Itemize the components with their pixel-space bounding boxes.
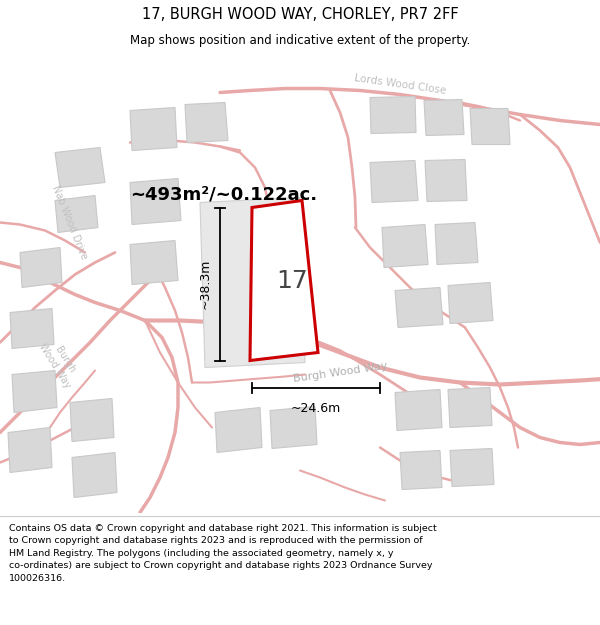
Text: Lords Wood Close: Lords Wood Close [353, 73, 446, 96]
Polygon shape [450, 449, 494, 486]
Text: ~24.6m: ~24.6m [291, 401, 341, 414]
Text: Nab Wood Drive: Nab Wood Drive [50, 184, 89, 261]
Polygon shape [424, 99, 464, 136]
Polygon shape [400, 451, 442, 489]
Polygon shape [20, 248, 62, 288]
Polygon shape [185, 102, 228, 142]
Polygon shape [395, 389, 442, 431]
Text: ~38.3m: ~38.3m [199, 259, 212, 309]
Polygon shape [70, 399, 114, 441]
Text: Map shows position and indicative extent of the property.: Map shows position and indicative extent… [130, 34, 470, 48]
Polygon shape [448, 282, 493, 324]
Polygon shape [425, 159, 467, 201]
Polygon shape [250, 201, 318, 361]
Polygon shape [270, 406, 317, 449]
Text: 17: 17 [276, 269, 308, 292]
Polygon shape [448, 388, 492, 428]
Polygon shape [435, 222, 478, 264]
Text: 17, BURGH WOOD WAY, CHORLEY, PR7 2FF: 17, BURGH WOOD WAY, CHORLEY, PR7 2FF [142, 8, 458, 22]
Polygon shape [130, 241, 178, 284]
Polygon shape [370, 96, 416, 134]
Polygon shape [130, 179, 181, 224]
Polygon shape [395, 288, 443, 328]
Polygon shape [130, 107, 177, 151]
Polygon shape [470, 109, 510, 144]
Text: Burgh
Wood Way: Burgh Wood Way [37, 335, 83, 390]
Polygon shape [12, 371, 57, 413]
Polygon shape [72, 452, 117, 498]
Polygon shape [10, 309, 54, 349]
Polygon shape [8, 428, 52, 472]
Polygon shape [200, 198, 305, 368]
Text: Burgh Wood Way: Burgh Wood Way [292, 361, 388, 384]
Text: ~493m²/~0.122ac.: ~493m²/~0.122ac. [130, 186, 317, 204]
Polygon shape [55, 196, 98, 232]
Polygon shape [382, 224, 428, 268]
Text: Contains OS data © Crown copyright and database right 2021. This information is : Contains OS data © Crown copyright and d… [9, 524, 437, 582]
Polygon shape [215, 408, 262, 452]
Polygon shape [55, 148, 105, 188]
Polygon shape [370, 161, 418, 202]
